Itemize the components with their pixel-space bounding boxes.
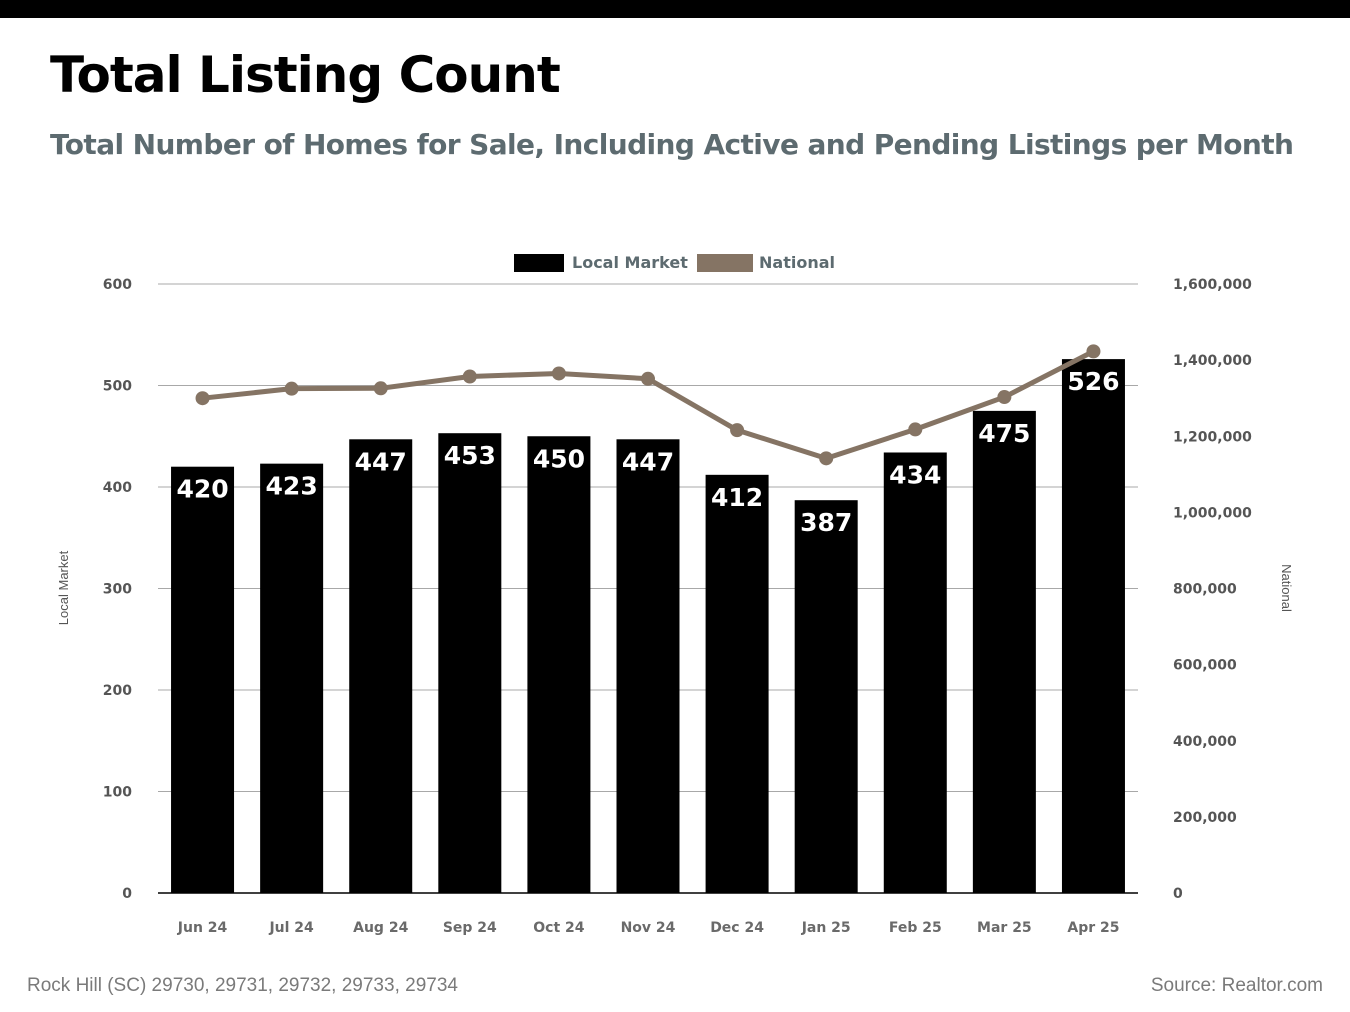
x-tick-label: Dec 24: [710, 920, 764, 936]
x-tick-label: Oct 24: [533, 920, 585, 936]
y-tick-right: 1,000,000: [1173, 505, 1252, 521]
bar-value-label: 453: [444, 441, 496, 470]
x-tick-label: Feb 25: [889, 920, 942, 936]
national-point: [551, 366, 566, 381]
x-tick-label: Sep 24: [443, 920, 497, 936]
bar-local-market: [171, 466, 235, 893]
bar-local-market: [527, 436, 591, 893]
y-tick-right: 1,400,000: [1173, 353, 1252, 369]
bar-local-market: [260, 463, 324, 893]
bar-value-label: 475: [978, 419, 1030, 448]
y-axis-title-left: Local Market: [56, 550, 71, 625]
y-tick-left: 100: [103, 785, 132, 801]
bar-local-market: [438, 433, 502, 893]
y-tick-left: 400: [103, 480, 132, 496]
legend-swatch-local-market: [514, 254, 564, 272]
legend-swatch-national: [697, 254, 753, 272]
x-tick-label: Mar 25: [977, 920, 1032, 936]
bar-local-market: [1061, 359, 1125, 893]
bar-value-label: 387: [800, 508, 852, 537]
bar-value-label: 412: [711, 483, 763, 512]
y-tick-left: 200: [103, 683, 132, 699]
bar-value-label: 420: [176, 475, 228, 504]
national-point: [195, 391, 210, 406]
y-tick-left: 600: [103, 277, 132, 293]
bar-local-market: [705, 474, 769, 893]
page-title: Total Listing Count: [50, 46, 561, 104]
bar-value-label: 526: [1067, 367, 1119, 396]
y-tick-right: 200,000: [1173, 810, 1237, 826]
national-point: [284, 381, 299, 396]
bar-value-label: 434: [889, 460, 941, 489]
national-point: [997, 390, 1012, 405]
x-tick-label: Jun 24: [177, 920, 228, 936]
page-subtitle: Total Number of Homes for Sale, Includin…: [50, 128, 1294, 161]
y-tick-right: 600,000: [1173, 658, 1237, 674]
footer-source: Source: Realtor.com: [1150, 975, 1323, 996]
legend-label-national: National: [759, 253, 835, 272]
y-tick-left: 500: [103, 379, 132, 395]
bar-local-market: [883, 452, 947, 893]
bar-value-label: 447: [622, 447, 674, 476]
y-tick-right: 800,000: [1173, 582, 1237, 598]
national-point: [908, 422, 923, 437]
listing-count-chart: Local Market National Local Market Natio…: [56, 253, 1294, 936]
x-tick-label: Aug 24: [353, 920, 408, 936]
bar-local-market: [349, 439, 413, 893]
y-tick-right: 0: [1173, 886, 1183, 902]
y-axis-title-right: National: [1279, 564, 1294, 612]
bar-value-label: 447: [355, 447, 407, 476]
national-point: [819, 451, 834, 466]
y-tick-right: 400,000: [1173, 734, 1237, 750]
national-point: [462, 369, 477, 384]
footer-location: Rock Hill (SC) 29730, 29731, 29732, 2973…: [27, 975, 458, 996]
y-tick-left: 300: [103, 582, 132, 598]
bar-value-label: 450: [533, 444, 585, 473]
national-point: [373, 381, 388, 396]
y-tick-left: 0: [122, 886, 132, 902]
x-tick-label: Nov 24: [621, 920, 676, 936]
x-tick-label: Jul 24: [268, 920, 314, 936]
top-bar: [0, 0, 1350, 18]
bar-local-market: [794, 500, 858, 893]
national-point: [730, 423, 745, 438]
chart-legend: Local Market National: [514, 253, 835, 272]
y-tick-right: 1,600,000: [1173, 277, 1252, 293]
bar-value-label: 423: [266, 472, 318, 501]
bar-local-market: [972, 410, 1036, 893]
x-tick-label: Apr 25: [1067, 920, 1119, 936]
legend-label-local-market: Local Market: [572, 253, 688, 272]
bar-local-market: [616, 439, 680, 893]
x-tick-label: Jan 25: [801, 920, 851, 936]
national-point: [641, 371, 655, 386]
national-point: [1086, 344, 1101, 359]
y-tick-right: 1,200,000: [1173, 429, 1252, 445]
